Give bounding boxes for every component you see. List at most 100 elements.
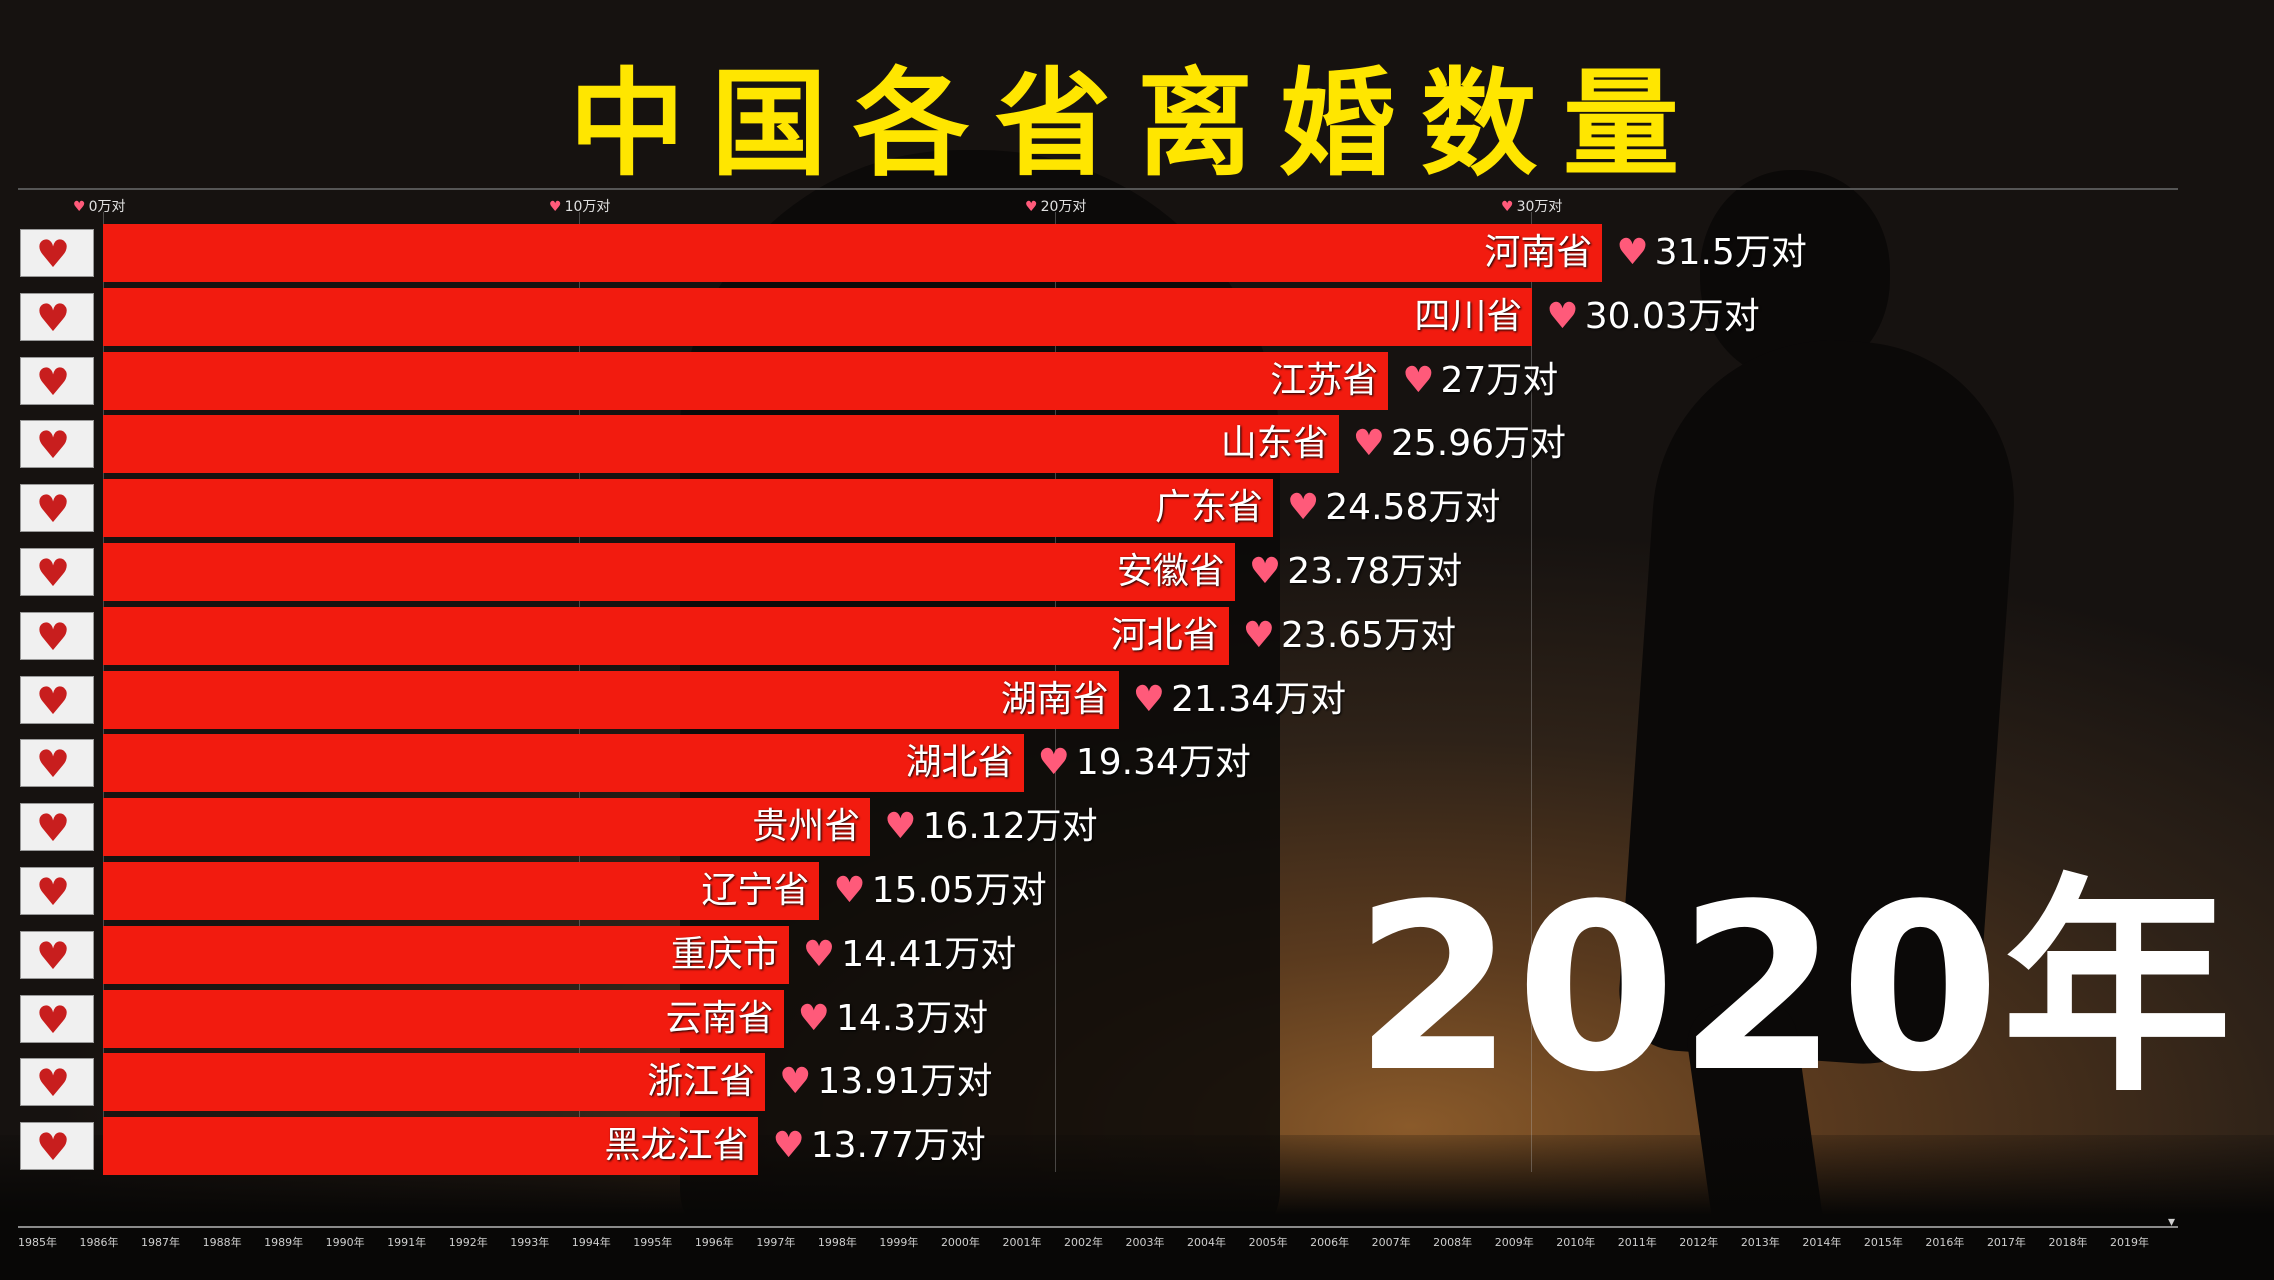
bar-category-label: 山东省 <box>1220 423 1329 465</box>
bar-value-label: ♥ 13.91万对 <box>779 1053 992 1111</box>
bar-value-text: 13.77万对 <box>810 1125 986 1167</box>
timeline-year-label[interactable]: 1993年 <box>510 1236 550 1249</box>
bar-row: ♥ 河南省 ♥ 31.5万对 <box>0 224 2274 282</box>
timeline-year-label[interactable]: 2019年 <box>2110 1236 2149 1249</box>
bar-value-text: 13.91万对 <box>817 1061 993 1103</box>
timeline-year-label[interactable]: 2005年 <box>1248 1236 1288 1249</box>
bar-category-label: 广东省 <box>1155 487 1264 529</box>
timeline-year-label[interactable]: 2012年 <box>1679 1236 1719 1249</box>
province-flag: ♥ <box>20 1058 94 1107</box>
bar-row: ♥ 黑龙江省 ♥ 13.77万对 <box>0 1117 2274 1176</box>
timeline-year-label[interactable]: 1995年 <box>633 1236 673 1249</box>
timeline-year-label[interactable]: 1985年 <box>18 1236 57 1249</box>
bar-category-label: 安徽省 <box>1116 551 1225 592</box>
bar-row: ♥ 江苏省 ♥ 27万对 <box>0 351 2274 410</box>
broken-heart-icon: ♥ <box>36 870 71 914</box>
timeline-year-label[interactable]: 1997年 <box>756 1236 796 1249</box>
timeline-year-label[interactable]: 2003年 <box>1125 1236 1165 1249</box>
bar <box>103 351 1389 410</box>
bar-row: ♥ 山东省 ♥ 25.96万对 <box>0 415 2274 474</box>
timeline-year-label[interactable]: 1994年 <box>571 1236 611 1249</box>
timeline-year-label[interactable]: 2004年 <box>1187 1236 1227 1249</box>
bar-value-label: ♥ 24.58万对 <box>1287 479 1500 537</box>
timeline-year-label[interactable]: 2018年 <box>2048 1236 2088 1249</box>
timeline-year-label[interactable]: 2008年 <box>1433 1236 1473 1249</box>
timeline-year-label[interactable]: 1990年 <box>325 1236 365 1249</box>
heart-icon: ♥ <box>1025 199 1038 215</box>
bar-category-label: 江苏省 <box>1270 359 1379 401</box>
timeline-marker-icon[interactable]: ▾ <box>2168 1214 2176 1230</box>
bar-value-label: ♥ 13.77万对 <box>772 1117 985 1175</box>
heart-icon: ♥ <box>1352 423 1385 465</box>
timeline-year-label[interactable]: 1992年 <box>448 1236 488 1249</box>
broken-heart-icon: ♥ <box>36 295 71 340</box>
bar-value-text: 23.65万对 <box>1281 614 1457 656</box>
province-flag: ♥ <box>20 739 94 788</box>
heart-icon: ♥ <box>549 199 562 215</box>
province-flag: ♥ <box>20 1122 94 1171</box>
bar-row: ♥ 湖南省 ♥ 21.34万对 <box>0 670 2274 729</box>
bar-category-label: 湖南省 <box>1000 678 1109 720</box>
bar <box>103 606 1229 665</box>
heart-icon: ♥ <box>1242 614 1276 656</box>
timeline-year-label[interactable]: 1998年 <box>817 1236 857 1249</box>
timeline-year-label[interactable]: 2001年 <box>1002 1236 1042 1249</box>
timeline-year-label[interactable]: 2002年 <box>1064 1236 1103 1249</box>
bar-value-text: 14.41万对 <box>841 933 1017 975</box>
bar <box>103 1053 766 1112</box>
bar-value-text: 21.34万对 <box>1171 678 1347 720</box>
broken-heart-icon: ♥ <box>36 487 71 532</box>
timeline-year-label[interactable]: 2011年 <box>1617 1236 1657 1249</box>
timeline-year-label[interactable]: 1999年 <box>879 1236 919 1249</box>
x-tick-text: 30万对 <box>1516 199 1563 215</box>
timeline-track[interactable] <box>18 1226 2178 1228</box>
bar-row: ♥ 湖北省 ♥ 19.34万对 <box>0 734 2274 793</box>
timeline-year-label[interactable]: 2010年 <box>1556 1236 1596 1249</box>
timeline-year-label[interactable]: 1989年 <box>264 1236 304 1249</box>
timeline-year-label[interactable]: 2009年 <box>1494 1236 1534 1249</box>
bar-category-label: 四川省 <box>1414 295 1523 337</box>
timeline-year-label[interactable]: 2013年 <box>1740 1236 1780 1249</box>
bar <box>103 989 784 1048</box>
bar <box>103 287 1533 346</box>
province-flag: ♥ <box>20 484 94 533</box>
timeline-year-label[interactable]: 2017年 <box>1986 1236 2026 1249</box>
bar-value-label: ♥ 14.41万对 <box>803 926 1016 984</box>
bar-value-text: 25.96万对 <box>1390 423 1567 465</box>
gridline <box>1531 212 1532 1172</box>
bar-row: ♥ 安徽省 ♥ 23.78万对 <box>0 543 2274 601</box>
timeline-year-label[interactable]: 1987年 <box>141 1236 181 1249</box>
timeline-year-label[interactable]: 2014年 <box>1802 1236 1842 1249</box>
province-flag: ♥ <box>20 803 94 852</box>
bar <box>103 798 871 857</box>
bar-value-text: 27万对 <box>1440 359 1559 401</box>
bar-value-label: ♥ 15.05万对 <box>833 862 1046 920</box>
timeline-year-label[interactable]: 1986年 <box>79 1236 119 1249</box>
heart-icon: ♥ <box>1287 487 1320 529</box>
heart-icon: ♥ <box>1501 199 1514 215</box>
timeline-year-label[interactable]: 1996年 <box>694 1236 734 1249</box>
province-flag: ♥ <box>20 867 94 915</box>
timeline-year-label[interactable]: 2000年 <box>940 1236 980 1249</box>
broken-heart-icon: ♥ <box>36 933 71 978</box>
broken-heart-icon: ♥ <box>36 806 71 851</box>
broken-heart-icon: ♥ <box>36 997 71 1042</box>
bar-value-label: ♥ 14.3万对 <box>798 990 988 1048</box>
timeline-year-label[interactable]: 2016年 <box>1925 1236 1965 1249</box>
heart-icon: ♥ <box>1546 295 1579 337</box>
bar-category-label: 河北省 <box>1110 614 1219 656</box>
timeline-year-label[interactable]: 1988年 <box>202 1236 242 1249</box>
timeline-year-label[interactable]: 2007年 <box>1371 1236 1411 1249</box>
bar <box>103 670 1119 729</box>
bar <box>103 1117 759 1176</box>
timeline-year-label[interactable]: 2015年 <box>1863 1236 1903 1249</box>
bar-value-text: 15.05万对 <box>871 870 1047 911</box>
broken-heart-icon: ♥ <box>36 1125 71 1170</box>
timeline-year-label[interactable]: 2006年 <box>1310 1236 1350 1249</box>
timeline-year-label[interactable]: 1991年 <box>387 1236 427 1249</box>
heart-icon: ♥ <box>1616 232 1649 273</box>
bar-row: ♥ 贵州省 ♥ 16.12万对 <box>0 798 2274 857</box>
heart-icon: ♥ <box>1248 551 1282 592</box>
broken-heart-icon: ♥ <box>36 359 71 404</box>
